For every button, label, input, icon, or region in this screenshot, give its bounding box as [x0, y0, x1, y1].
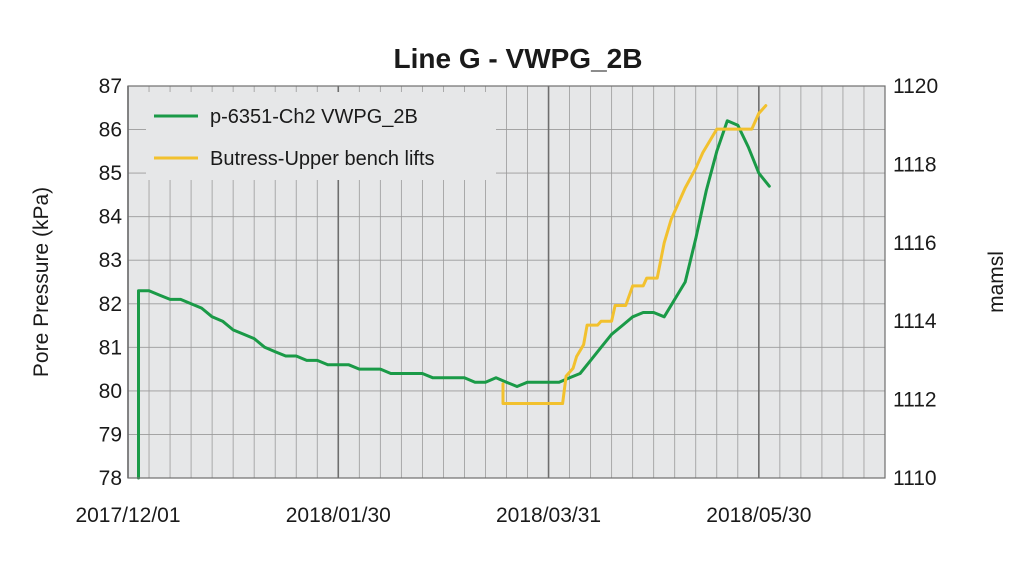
legend: p-6351-Ch2 VWPG_2B Butress-Upper bench l… [146, 92, 496, 180]
series-layer [137, 104, 771, 480]
y2-axis-ticks: 1110 1112 1114 1116 1118 1120 [893, 75, 938, 490]
x-tick-label: 2018/05/30 [706, 504, 811, 527]
y-tick-label: 78 [99, 467, 122, 490]
series-line-pore-pressure [137, 119, 771, 480]
x-tick-label: 2018/01/30 [286, 504, 391, 527]
legend-label-secondary: Butress-Upper bench lifts [210, 148, 435, 170]
y2-tick-label: 1118 [893, 153, 937, 176]
x-axis-ticks: 2017/12/01 2018/01/30 2018/03/31 2018/05/30 [75, 504, 811, 527]
y-axis-ticks: 78 79 80 81 82 83 84 85 86 87 [99, 75, 123, 490]
plot-border [127, 85, 886, 479]
y-tick-label: 85 [99, 162, 122, 185]
y-tick-label: 87 [99, 75, 122, 98]
x-tick-label: 2018/03/31 [496, 504, 601, 527]
y2-tick-label: 1112 [893, 389, 937, 412]
legend-label-primary: p-6351-Ch2 VWPG_2B [210, 106, 418, 128]
y-tick-label: 82 [99, 293, 122, 316]
legend-box [146, 92, 496, 180]
y2-tick-label: 1120 [893, 75, 938, 98]
y-tick-label: 81 [99, 336, 122, 359]
y-tick-label: 80 [99, 380, 122, 403]
y2-axis-label: mamsl [985, 251, 1008, 313]
y-tick-label: 84 [99, 206, 123, 229]
x-tick-label: 2017/12/01 [75, 504, 180, 527]
chart-title: Line G - VWPG_2B [394, 43, 643, 74]
y2-tick-label: 1110 [893, 467, 937, 490]
y2-tick-label: 1114 [893, 310, 937, 333]
y-tick-label: 86 [99, 119, 122, 142]
y-tick-label: 83 [99, 249, 122, 272]
y-axis-label: Pore Pressure (kPa) [30, 187, 53, 377]
y-tick-label: 79 [99, 423, 122, 446]
y2-tick-label: 1116 [893, 232, 937, 255]
series-line-bench-lifts [501, 104, 768, 405]
